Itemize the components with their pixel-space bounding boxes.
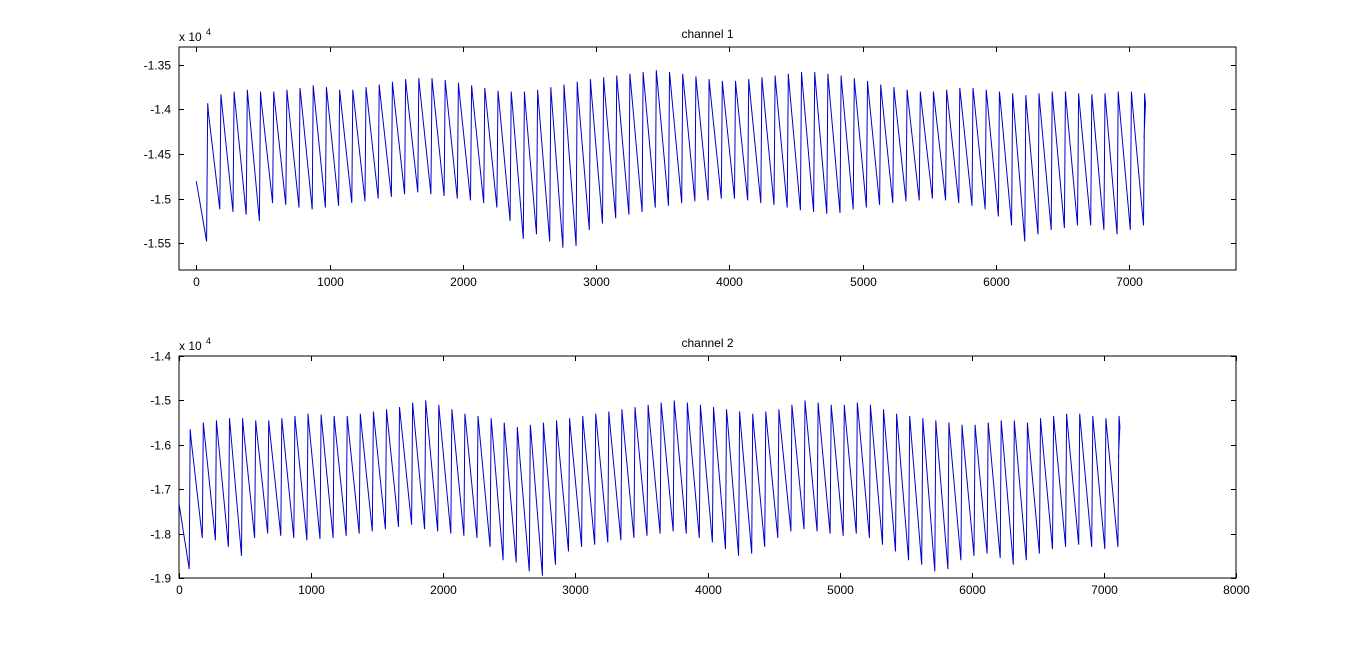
- x-tick-label: 6000: [959, 583, 986, 597]
- plot-area: [178, 46, 1237, 271]
- y-tick-label: -1.5: [150, 394, 171, 408]
- series-line: [195, 70, 1147, 248]
- plot-area: [178, 355, 1237, 579]
- x-tick-label: 4000: [716, 275, 743, 289]
- x-tick-label: 2000: [430, 583, 457, 597]
- x-tick-label: 5000: [827, 583, 854, 597]
- x-tick-label: 4000: [695, 583, 722, 597]
- x-tick-label: 3000: [562, 583, 589, 597]
- y-tick-label: -1.4: [150, 350, 171, 364]
- y-tick-label: -1.4: [150, 103, 171, 117]
- y-exponent-label: x 10: [179, 30, 202, 44]
- y-tick-label: -1.6: [150, 439, 171, 453]
- x-tick-label: 1000: [298, 583, 325, 597]
- series-line: [178, 400, 1121, 576]
- x-tick-label: 3000: [583, 275, 610, 289]
- x-tick-label: 0: [193, 275, 200, 289]
- x-tick-label: 7000: [1116, 275, 1143, 289]
- y-tick-label: -1.9: [150, 572, 171, 586]
- chart-title: channel 2: [681, 336, 733, 350]
- y-tick-label: -1.8: [150, 528, 171, 542]
- axes-channel-2: 0 1000 2000 3000 4000 5000 6000 7000 8000 -1.9 -1.…: [150, 336, 1250, 597]
- x-tick-label: 8000: [1223, 583, 1250, 597]
- x-tick-label: 2000: [450, 275, 477, 289]
- x-tick-label: 5000: [850, 275, 877, 289]
- x-tick-label: 6000: [983, 275, 1010, 289]
- y-exponent-label: x 10: [179, 339, 202, 353]
- y-tick-label: -1.55: [144, 237, 172, 251]
- x-tick-label: 7000: [1091, 583, 1118, 597]
- x-tick-label: 1000: [317, 275, 344, 289]
- y-tick-label: -1.45: [144, 148, 172, 162]
- x-tick-label: 0: [176, 583, 183, 597]
- chart-title: channel 1: [681, 27, 733, 41]
- y-exponent-power: 4: [206, 27, 211, 37]
- y-tick-label: -1.7: [150, 483, 171, 497]
- y-exponent-power: 4: [206, 336, 211, 346]
- axes-channel-1: 0 1000 2000 3000 4000 5000 6000 7000 -1.55 -1.5 -1…: [144, 27, 1237, 289]
- y-tick-label: -1.35: [144, 59, 172, 73]
- y-tick-label: -1.5: [150, 193, 171, 207]
